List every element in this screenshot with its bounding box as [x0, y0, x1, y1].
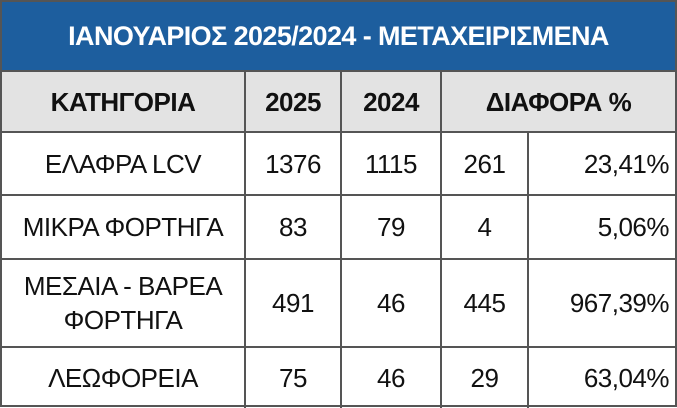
- data-cell: 29: [440, 346, 529, 408]
- data-cell: 261: [440, 131, 529, 196]
- data-cell: ΜΕΣΑΙΑ - ΒΑΡΕΑ ΦΟΡΤΗΓΑ: [2, 258, 246, 348]
- data-table: ΚΑΤΗΓΟΡΙΑ 2025 2024 ΔΙΑΦΟΡΑ % ΕΛΑΦΡΑ LCV…: [2, 72, 675, 408]
- title: ΙΑΝΟΥΑΡΙΟΣ 2025/2024 - ΜΕΤΑΧΕΙΡΙΣΜΕΝΑ: [68, 20, 609, 51]
- data-row: ΜΙΚΡΑ ΦΟΡΤΗΓΑ 83 79 4 5,06%: [2, 194, 675, 260]
- data-cell: 79: [340, 194, 442, 260]
- header-cell: ΔΙΑΦΟΡΑ %: [440, 72, 675, 133]
- header-cell: ΚΑΤΗΓΟΡΙΑ: [2, 72, 246, 133]
- data-cell: 5,06%: [527, 194, 675, 260]
- data-cell: ΕΛΑΦΡΑ LCV: [2, 131, 246, 196]
- data-cell: ΜΙΚΡΑ ΦΟΡΤΗΓΑ: [2, 194, 246, 260]
- data-row: ΜΕΣΑΙΑ - ΒΑΡΕΑ ΦΟΡΤΗΓΑ 491 46 445 967,39%: [2, 258, 675, 348]
- data-row: ΛΕΩΦΟΡΕΙΑ 75 46 29 63,04%: [2, 346, 675, 408]
- data-cell: 23,41%: [527, 131, 675, 196]
- data-cell: ΛΕΩΦΟΡΕΙΑ: [2, 346, 246, 408]
- data-cell: 445: [440, 258, 529, 348]
- data-cell: 83: [244, 194, 342, 260]
- data-cell: 1115: [340, 131, 442, 196]
- data-cell: 75: [244, 346, 342, 408]
- data-cell: 63,04%: [527, 346, 675, 408]
- header-cell: 2025: [244, 72, 342, 133]
- header-cell: 2024: [340, 72, 442, 133]
- header-row: ΚΑΤΗΓΟΡΙΑ 2025 2024 ΔΙΑΦΟΡΑ %: [2, 72, 675, 133]
- data-cell: 46: [340, 346, 442, 408]
- title-bar: ΙΑΝΟΥΑΡΙΟΣ 2025/2024 - ΜΕΤΑΧΕΙΡΙΣΜΕΝΑ: [2, 2, 675, 72]
- data-cell: 4: [440, 194, 529, 260]
- data-cell: 46: [340, 258, 442, 348]
- data-row: ΕΛΑΦΡΑ LCV 1376 1115 261 23,41%: [2, 131, 675, 196]
- data-cell: 491: [244, 258, 342, 348]
- data-cell: 967,39%: [527, 258, 675, 348]
- data-cell: 1376: [244, 131, 342, 196]
